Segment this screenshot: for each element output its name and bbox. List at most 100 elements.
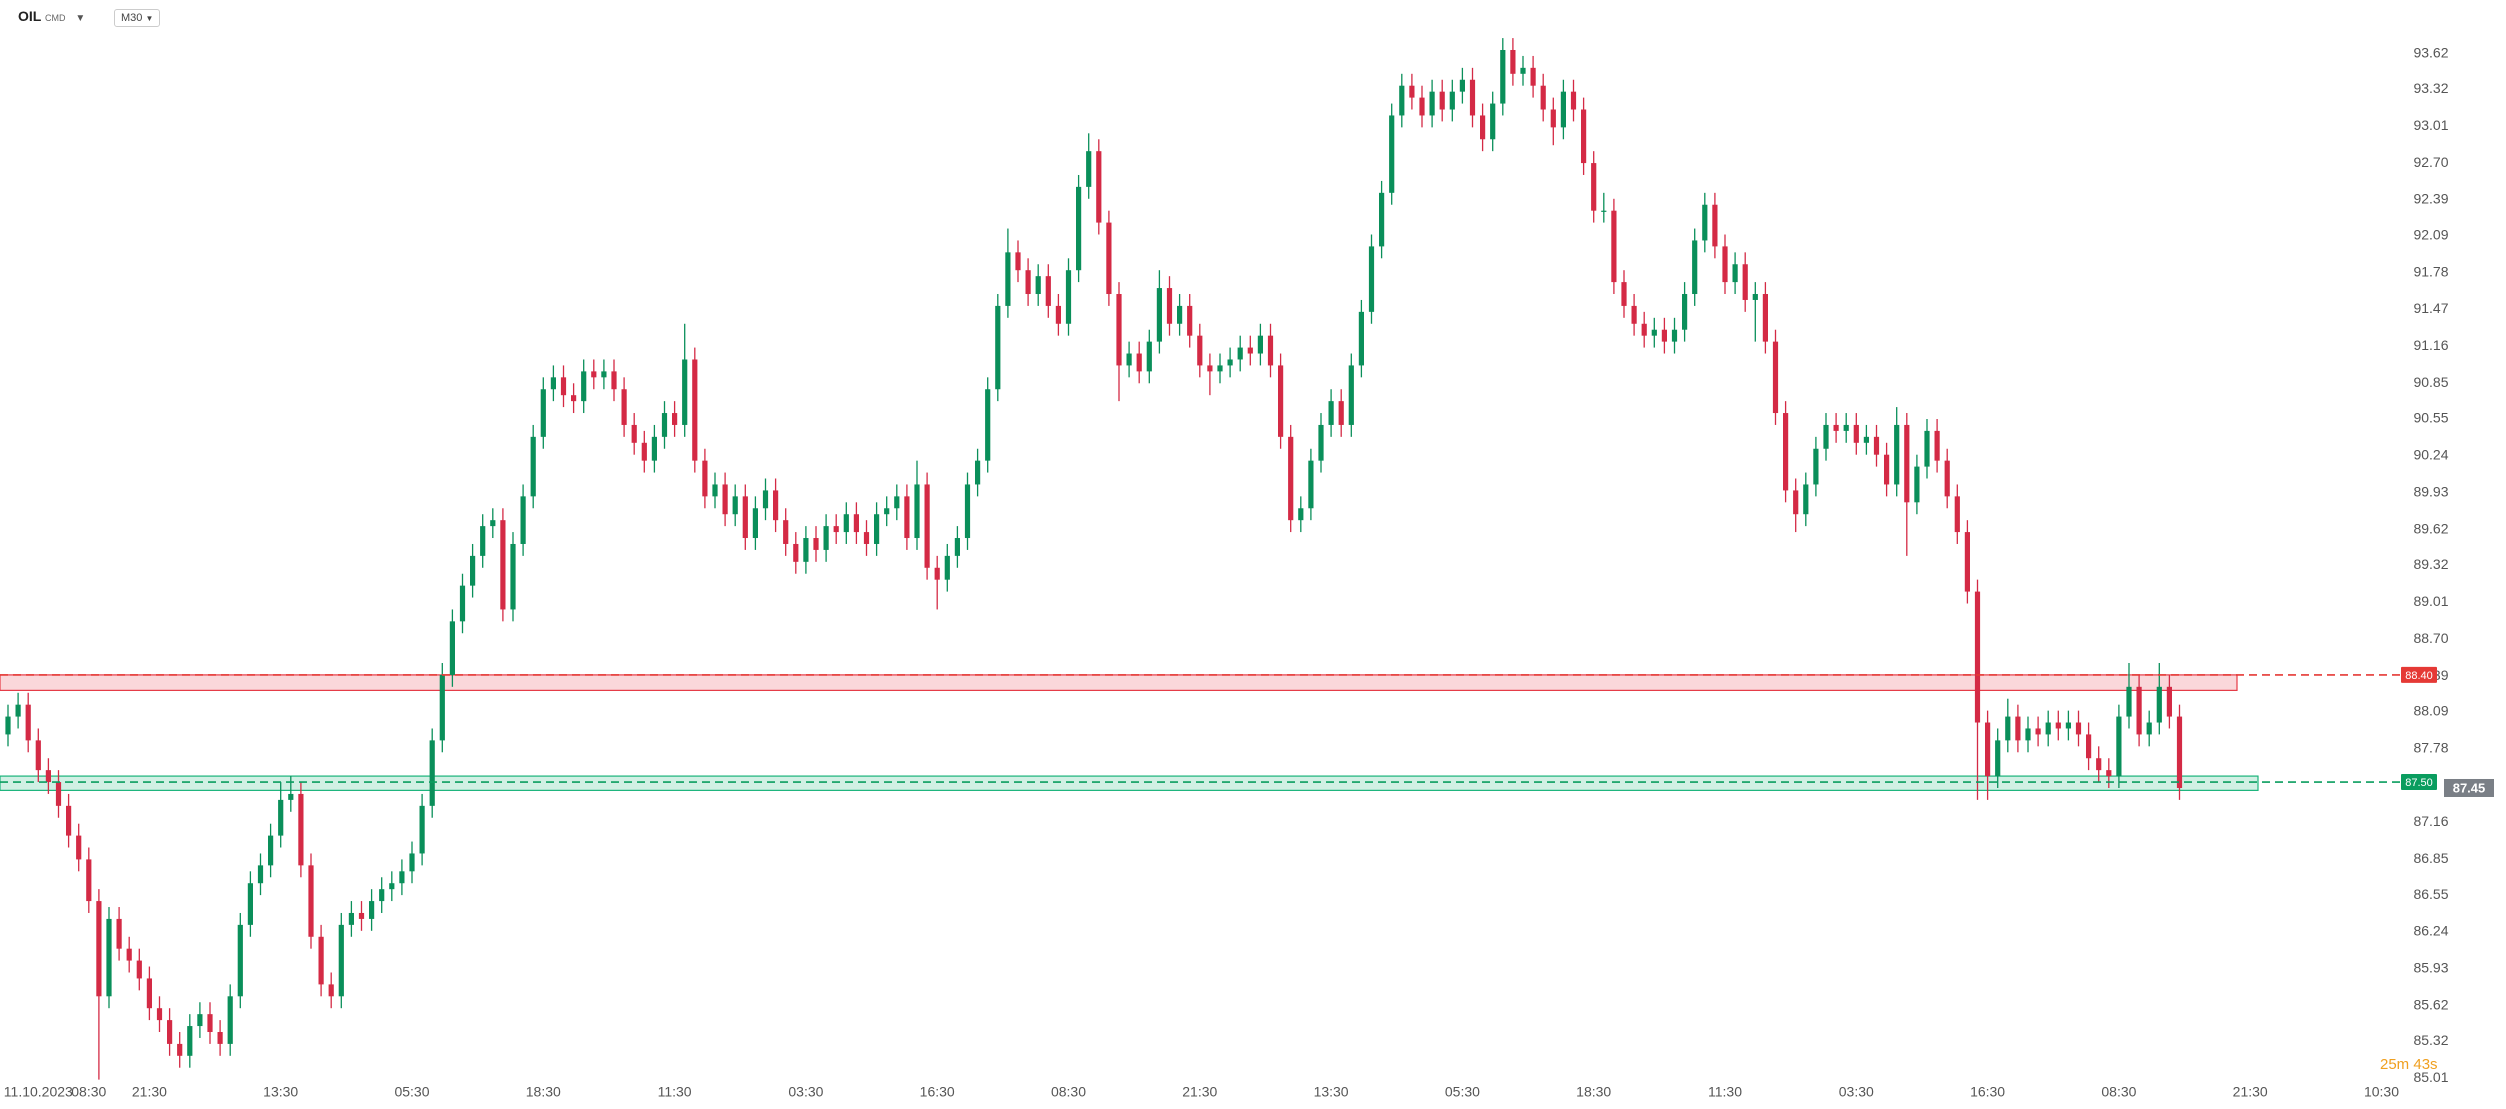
candle-body bbox=[1227, 359, 1233, 366]
x-tick-label: 08:30 bbox=[71, 1084, 106, 1100]
x-tick-label: 13:30 bbox=[1314, 1084, 1349, 1100]
candle-body bbox=[2106, 770, 2112, 777]
candle-body bbox=[187, 1026, 193, 1056]
x-tick-label: 05:30 bbox=[1445, 1084, 1480, 1100]
candle-body bbox=[257, 865, 264, 884]
candle-body bbox=[975, 460, 981, 485]
candle-body bbox=[1894, 424, 1900, 485]
candle-body bbox=[550, 377, 556, 390]
candle-body bbox=[1651, 329, 1657, 336]
candle-body bbox=[1409, 85, 1415, 98]
candle-body bbox=[904, 496, 910, 539]
candle-body bbox=[278, 799, 284, 836]
candle-body bbox=[611, 371, 617, 390]
candle-body bbox=[1985, 722, 1991, 777]
candle-body bbox=[510, 543, 516, 610]
candle-body bbox=[308, 865, 314, 937]
candle-body bbox=[389, 883, 395, 890]
candle-body bbox=[369, 901, 375, 919]
candle-body bbox=[2055, 722, 2061, 729]
y-tick-label: 93.01 bbox=[2413, 117, 2448, 133]
y-tick-label: 93.32 bbox=[2413, 80, 2448, 96]
candle-body bbox=[379, 889, 385, 902]
candle-body bbox=[1964, 532, 1970, 592]
candle-body bbox=[1500, 49, 1506, 104]
candle-body bbox=[2156, 686, 2162, 723]
candle-body bbox=[5, 716, 11, 735]
symbol-selector[interactable]: OIL CMD ▼ bbox=[18, 8, 85, 24]
candle-body bbox=[1793, 490, 1799, 515]
candle-body bbox=[1318, 424, 1324, 461]
y-tick-label: 89.32 bbox=[2413, 556, 2448, 572]
candle-body bbox=[682, 359, 688, 425]
y-tick-label: 90.24 bbox=[2413, 447, 2448, 463]
candle-body bbox=[1904, 424, 1910, 503]
y-tick-label: 86.24 bbox=[2413, 923, 2448, 939]
x-tick-label: 18:30 bbox=[526, 1084, 561, 1100]
y-tick-label: 85.93 bbox=[2413, 960, 2448, 976]
candle-body bbox=[621, 389, 627, 425]
candle-body bbox=[571, 395, 577, 402]
candle-body bbox=[126, 948, 132, 961]
y-tick-label: 89.93 bbox=[2413, 483, 2448, 499]
candle-body bbox=[1823, 424, 1829, 449]
candle-body bbox=[1358, 311, 1364, 366]
candle-body bbox=[1601, 210, 1607, 212]
candle-body bbox=[25, 704, 31, 741]
candle-body bbox=[66, 805, 72, 836]
candle-body bbox=[1379, 192, 1385, 247]
candle-body bbox=[1247, 347, 1253, 354]
candle-body bbox=[924, 484, 930, 568]
level-tag-label: 87.50 bbox=[2405, 777, 2433, 789]
candle-body bbox=[1813, 448, 1819, 485]
x-tick-label: 05:30 bbox=[394, 1084, 429, 1100]
candle-body bbox=[591, 371, 597, 378]
candle-body bbox=[1934, 430, 1940, 461]
candle-body bbox=[1288, 436, 1294, 521]
candle-body bbox=[1116, 294, 1122, 366]
candle-body bbox=[35, 740, 41, 771]
candle-body bbox=[1762, 294, 1768, 342]
candle-body bbox=[762, 490, 769, 509]
candle-body bbox=[1156, 288, 1162, 342]
candle-body bbox=[1570, 91, 1577, 110]
candle-body bbox=[1924, 430, 1930, 467]
candle-body bbox=[1126, 353, 1132, 366]
candle-body bbox=[1843, 424, 1849, 431]
last-price-label: 87.45 bbox=[2453, 780, 2486, 795]
x-tick-label: 13:30 bbox=[263, 1084, 298, 1100]
x-tick-label: 16:30 bbox=[1970, 1084, 2005, 1100]
candle-body bbox=[197, 1014, 203, 1027]
candle-body bbox=[1308, 460, 1314, 509]
x-tick-label: 08:30 bbox=[2101, 1084, 2136, 1100]
candle-body bbox=[742, 496, 748, 539]
candle-body bbox=[1530, 67, 1536, 86]
x-tick-label: 21:30 bbox=[2233, 1084, 2268, 1100]
x-tick-label: 21:30 bbox=[132, 1084, 167, 1100]
candle-body bbox=[2075, 722, 2082, 735]
candle-body bbox=[470, 555, 476, 586]
candle-body bbox=[1328, 401, 1334, 425]
candle-body bbox=[1439, 91, 1445, 110]
interval-selector[interactable]: M30 ▼ bbox=[114, 9, 161, 27]
candle-body bbox=[1005, 252, 1011, 306]
candle-body bbox=[692, 359, 698, 461]
candle-body bbox=[1207, 365, 1213, 372]
candle-body bbox=[1833, 424, 1839, 431]
candle-body bbox=[863, 532, 870, 544]
x-tick-label: 03:30 bbox=[788, 1084, 823, 1100]
candle-body bbox=[833, 526, 839, 533]
candle-body bbox=[1621, 282, 1627, 306]
candle-body bbox=[1166, 288, 1173, 324]
candle-body bbox=[1076, 186, 1082, 271]
candle-body bbox=[1389, 115, 1395, 193]
y-tick-label: 88.09 bbox=[2413, 703, 2448, 719]
candle-body bbox=[560, 377, 567, 396]
candle-body bbox=[2146, 722, 2152, 735]
candle-body bbox=[419, 805, 425, 854]
y-tick-label: 88.70 bbox=[2413, 630, 2448, 646]
y-tick-label: 86.85 bbox=[2413, 850, 2448, 866]
candle-body bbox=[823, 526, 829, 550]
candle-body bbox=[1671, 329, 1678, 342]
